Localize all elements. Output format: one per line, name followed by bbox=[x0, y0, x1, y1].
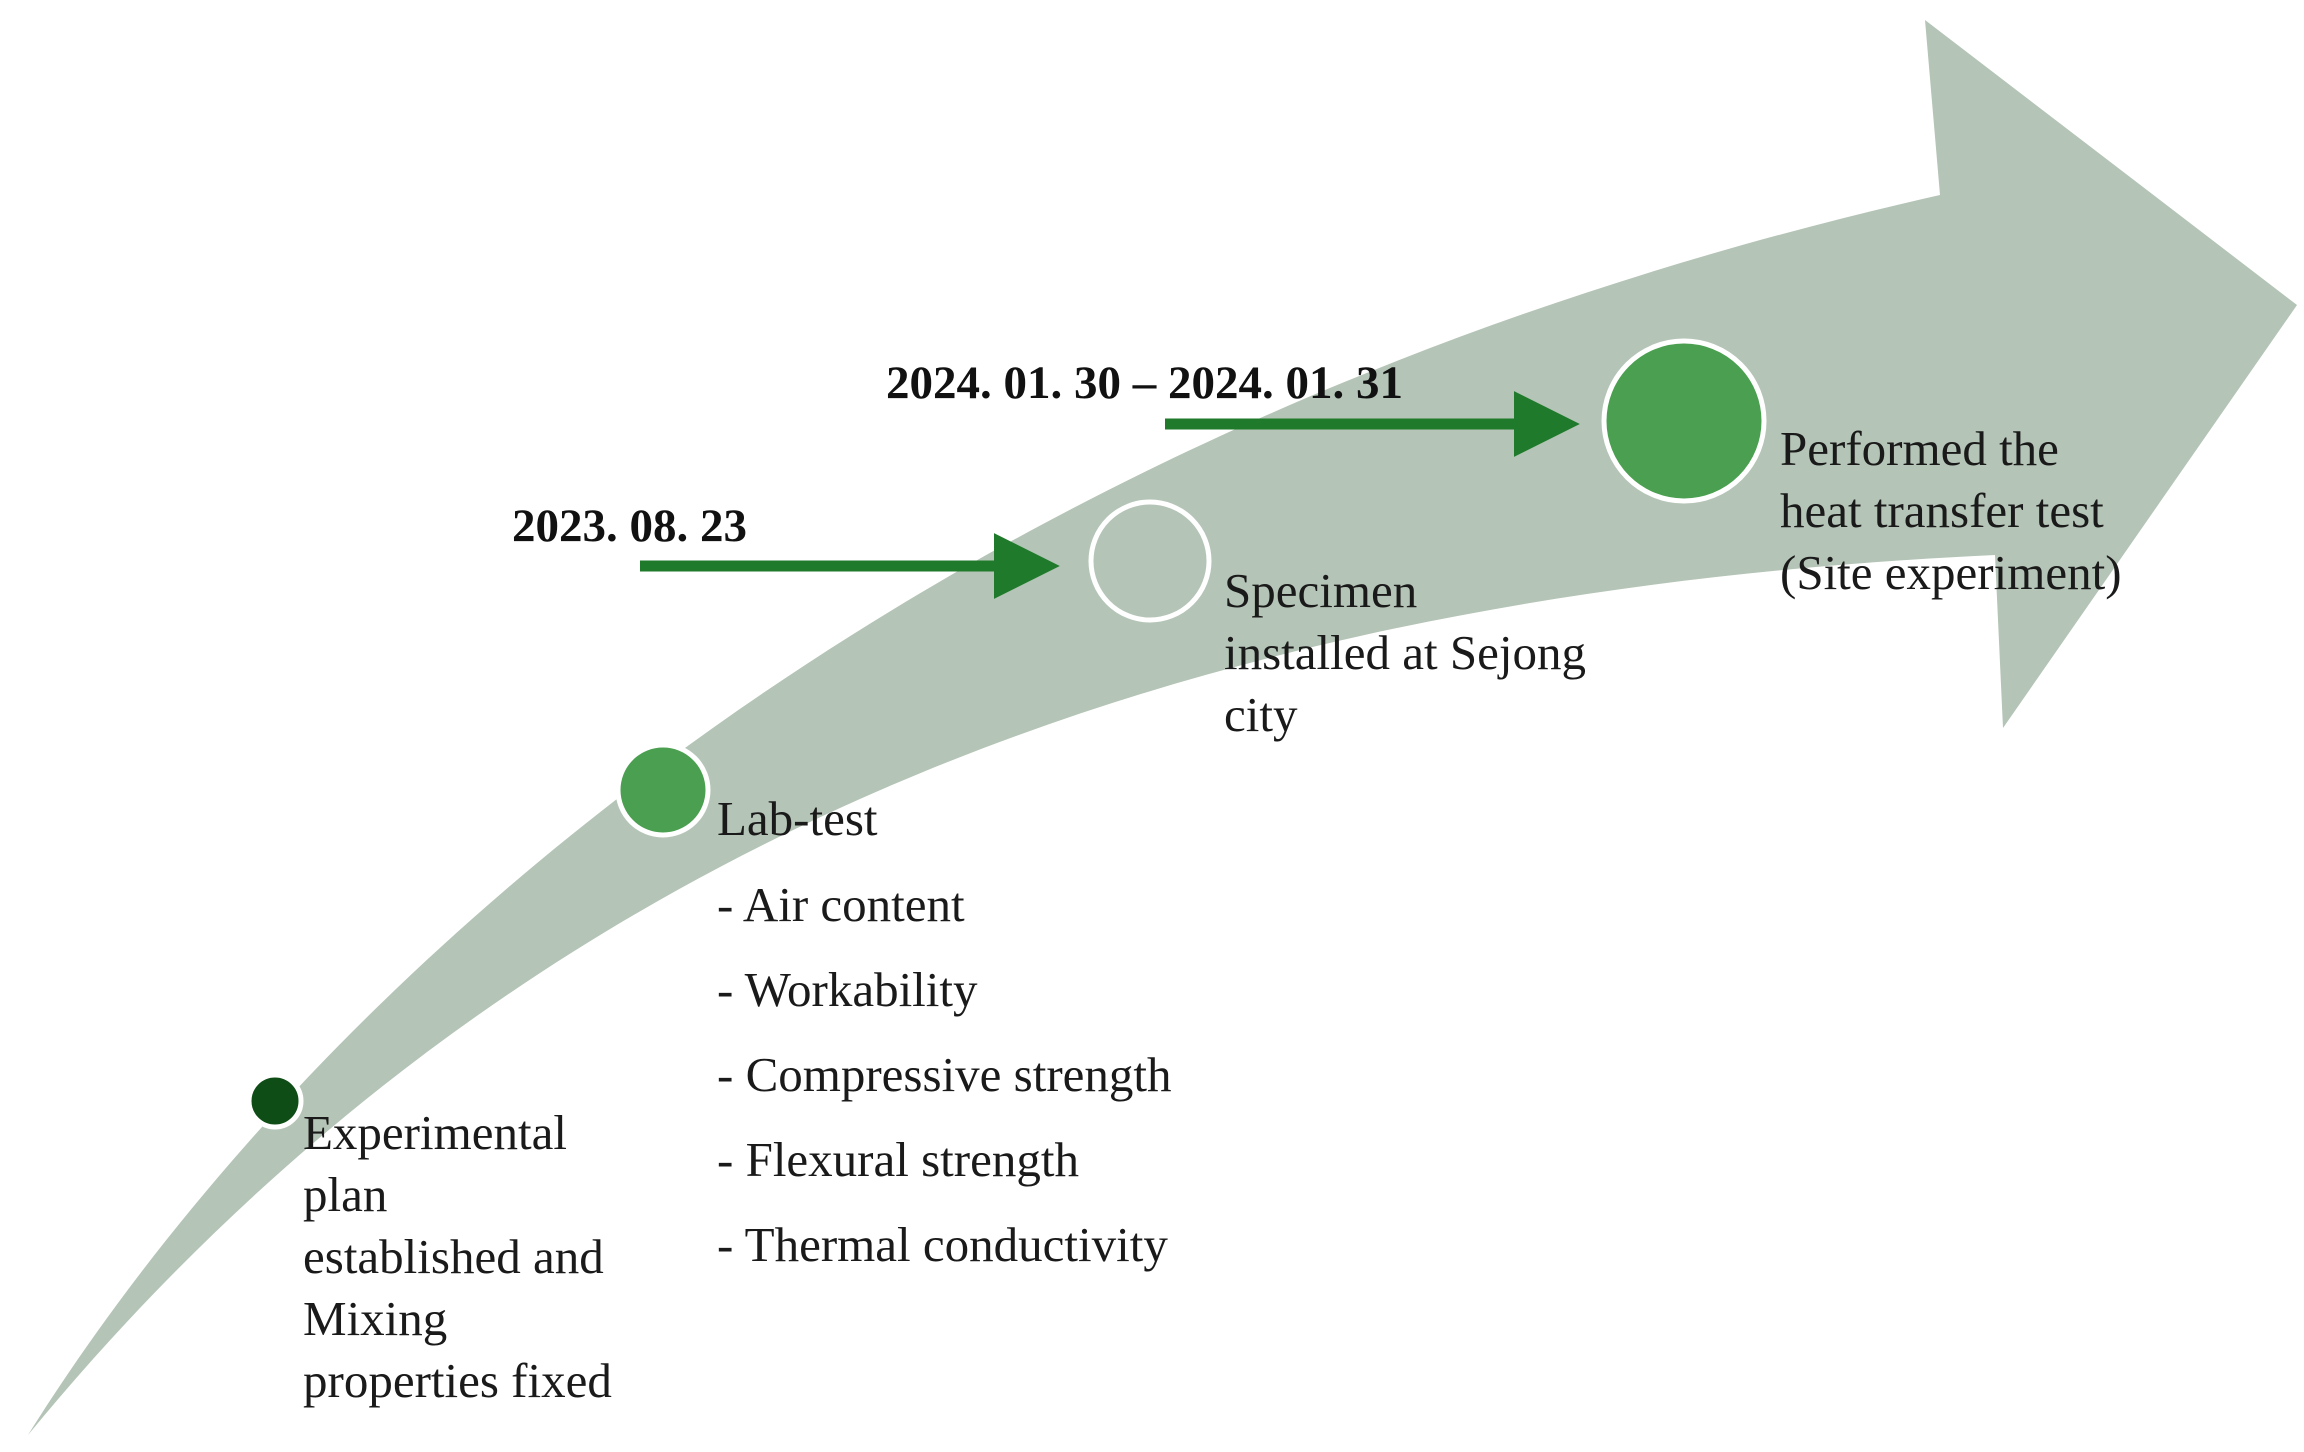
stage-1-node bbox=[246, 1072, 304, 1130]
stage-3-label: Specimen installed at Sejong city bbox=[1224, 563, 1586, 742]
stage-2-node bbox=[615, 742, 711, 838]
lab-test-list: - Air content - Workability - Compressiv… bbox=[717, 862, 1172, 1287]
list-item: - Thermal conductivity bbox=[717, 1217, 1168, 1272]
date-label-2023: 2023. 08. 23 bbox=[512, 500, 747, 552]
list-item: - Compressive strength bbox=[717, 1047, 1172, 1102]
date-label-2024: 2024. 01. 30 – 2024. 01. 31 bbox=[886, 357, 1403, 409]
stage-1-label: Experimental plan established and Mixing… bbox=[303, 1105, 612, 1408]
stage-3-node bbox=[1088, 499, 1212, 623]
stage-4-node bbox=[1601, 338, 1767, 504]
list-item: - Air content bbox=[717, 877, 965, 932]
stage-2-title: Lab-test bbox=[717, 791, 878, 846]
list-item: - Flexural strength bbox=[717, 1132, 1079, 1187]
list-item: - Workability bbox=[717, 962, 978, 1017]
stage-4-label: Performed the heat transfer test (Site e… bbox=[1780, 421, 2122, 600]
